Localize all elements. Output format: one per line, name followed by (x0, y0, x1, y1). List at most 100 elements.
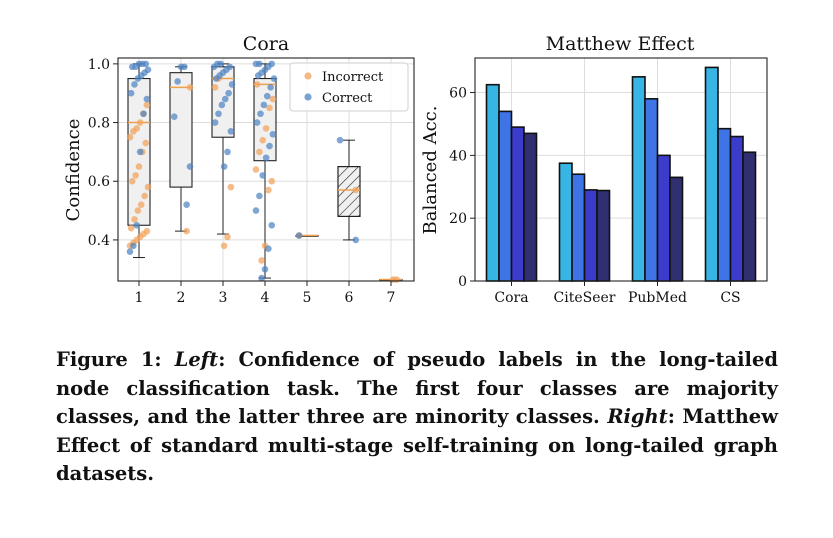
legend-incorrect-label: Incorrect (322, 70, 384, 85)
incorrect-point (142, 139, 150, 147)
incorrect-point (265, 186, 272, 194)
right-plot-frame (474, 57, 768, 282)
incorrect-point (258, 257, 265, 264)
caption-left-text: : Confidence of pseudo labels in the lon… (56, 348, 778, 428)
bar-cs-2 (717, 127, 732, 282)
correct-point (224, 148, 231, 156)
left-x-tick-label: 4 (261, 290, 270, 306)
left-y-tick-label: 0.6 (88, 174, 110, 190)
legend-incorrect-marker (304, 72, 312, 80)
caption-left-word: Left (174, 348, 219, 371)
incorrect-point (131, 216, 138, 223)
box-body (169, 72, 193, 188)
caption-right-text: : Matthew Effect of standard multi-stage… (56, 405, 779, 485)
incorrect-point (262, 125, 270, 132)
correct-point (227, 128, 235, 135)
bar-cora-3 (510, 126, 525, 282)
incorrect-point (393, 276, 400, 283)
bar-cora-1 (485, 83, 500, 282)
incorrect-point (352, 186, 360, 194)
correct-point (140, 110, 147, 118)
bar-citeseer-3 (583, 189, 598, 282)
correct-point (257, 110, 264, 118)
correct-point (211, 119, 219, 126)
bar-citeseer-4 (596, 189, 611, 282)
left-y-ticks: 0.4 0.6 0.8 1.0 (88, 57, 118, 249)
correct-point (181, 63, 188, 71)
correct-point (263, 92, 271, 100)
correct-point (217, 60, 225, 68)
left-x-tick-label: 5 (303, 290, 312, 306)
correct-point (253, 119, 261, 126)
legend-box (289, 62, 409, 112)
bar-cora-2 (498, 110, 513, 282)
correct-point (269, 130, 277, 138)
incorrect-point (144, 183, 152, 191)
correct-point (218, 101, 226, 109)
correct-point (136, 148, 144, 156)
left-x-tick-label: 3 (219, 290, 228, 306)
incorrect-point (224, 233, 231, 241)
box-hatch (337, 166, 361, 217)
incorrect-point (266, 104, 273, 112)
box-6 (337, 139, 361, 241)
correct-point (266, 142, 273, 150)
legend-correct-marker (304, 93, 312, 101)
bar-cs-1 (704, 66, 719, 282)
left-boxes (127, 63, 403, 281)
bar-cora-4 (523, 132, 538, 282)
bar-pubmed-3 (656, 154, 671, 282)
correct-point (186, 163, 194, 170)
box-5 (295, 234, 319, 237)
incorrect-point (134, 207, 142, 214)
left-x-ticks: 1 2 3 4 5 6 7 (135, 281, 395, 306)
correct-point (268, 221, 276, 229)
correct-point (256, 192, 263, 200)
box-plot-panel: Cora Confidence 0.4 0.6 0.8 1.0 1 2 3 4 5 6 7 Inc… (63, 33, 415, 306)
incorrect-point (186, 84, 194, 91)
bar-pubmed-4 (669, 176, 684, 282)
correct-point (174, 78, 181, 85)
incorrect-point (133, 125, 141, 132)
incorrect-point (128, 177, 136, 185)
correct-point (252, 207, 260, 214)
correct-point (352, 236, 360, 244)
right-y-tick-label: 20 (449, 211, 467, 227)
bar-citeseer-2 (571, 173, 586, 282)
bar-chart-panel: Matthew Effect Balanced Acc. 0 20 40 60 Cor… (420, 33, 768, 306)
left-plot-frame (117, 57, 415, 282)
right-x-tick-label: CS (720, 290, 740, 306)
incorrect-point (135, 163, 143, 170)
incorrect-point (268, 177, 276, 185)
correct-point (127, 89, 135, 97)
incorrect-point (143, 101, 151, 109)
incorrect-point (183, 227, 190, 235)
correct-point (183, 201, 190, 209)
left-x-tick-label: 2 (177, 290, 186, 306)
correct-point (170, 113, 178, 120)
correct-point (259, 172, 267, 179)
left-y-axis-label: Confidence (63, 119, 84, 222)
incorrect-point (253, 81, 261, 88)
correct-point (144, 66, 152, 74)
correct-point (226, 63, 234, 71)
left-chart-title: Cora (243, 33, 289, 55)
incorrect-point (259, 136, 267, 144)
right-y-tick-label: 0 (458, 274, 467, 290)
incorrect-point (252, 166, 260, 173)
right-x-ticks: Cora CiteSeer PubMed CS (494, 281, 741, 306)
incorrect-point (256, 148, 263, 156)
legend-correct-label: Correct (322, 91, 373, 106)
incorrect-point (136, 119, 144, 126)
correct-point (131, 81, 138, 88)
left-x-tick-label: 1 (135, 290, 144, 306)
right-y-axis-label: Balanced Acc. (420, 106, 441, 235)
incorrect-point (227, 183, 235, 191)
right-bars (485, 66, 757, 282)
bar-pubmed-1 (631, 76, 646, 282)
correct-point (221, 95, 229, 103)
correct-point (143, 95, 151, 103)
correct-point (215, 110, 222, 118)
bar-cs-3 (729, 135, 744, 282)
correct-point (220, 163, 228, 170)
